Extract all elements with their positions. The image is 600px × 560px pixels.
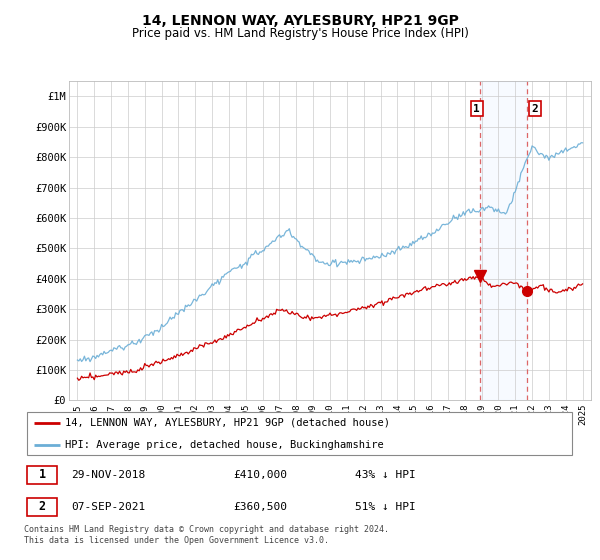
Text: Price paid vs. HM Land Registry's House Price Index (HPI): Price paid vs. HM Land Registry's House … xyxy=(131,27,469,40)
FancyBboxPatch shape xyxy=(27,412,572,455)
Text: 51% ↓ HPI: 51% ↓ HPI xyxy=(355,502,416,512)
Text: HPI: Average price, detached house, Buckinghamshire: HPI: Average price, detached house, Buck… xyxy=(65,440,384,450)
FancyBboxPatch shape xyxy=(27,498,57,516)
Text: 1: 1 xyxy=(473,104,480,114)
Text: 29-NOV-2018: 29-NOV-2018 xyxy=(71,470,145,480)
Text: 2: 2 xyxy=(38,500,46,514)
Text: 2: 2 xyxy=(532,104,538,114)
Text: Contains HM Land Registry data © Crown copyright and database right 2024.
This d: Contains HM Land Registry data © Crown c… xyxy=(24,525,389,545)
Text: 07-SEP-2021: 07-SEP-2021 xyxy=(71,502,145,512)
Text: 14, LENNON WAY, AYLESBURY, HP21 9GP: 14, LENNON WAY, AYLESBURY, HP21 9GP xyxy=(142,14,458,28)
Text: £360,500: £360,500 xyxy=(234,502,288,512)
Bar xyxy=(480,81,527,400)
Text: 1: 1 xyxy=(38,468,46,481)
FancyBboxPatch shape xyxy=(27,466,57,484)
Text: 43% ↓ HPI: 43% ↓ HPI xyxy=(355,470,416,480)
Text: 14, LENNON WAY, AYLESBURY, HP21 9GP (detached house): 14, LENNON WAY, AYLESBURY, HP21 9GP (det… xyxy=(65,418,391,428)
Text: £410,000: £410,000 xyxy=(234,470,288,480)
